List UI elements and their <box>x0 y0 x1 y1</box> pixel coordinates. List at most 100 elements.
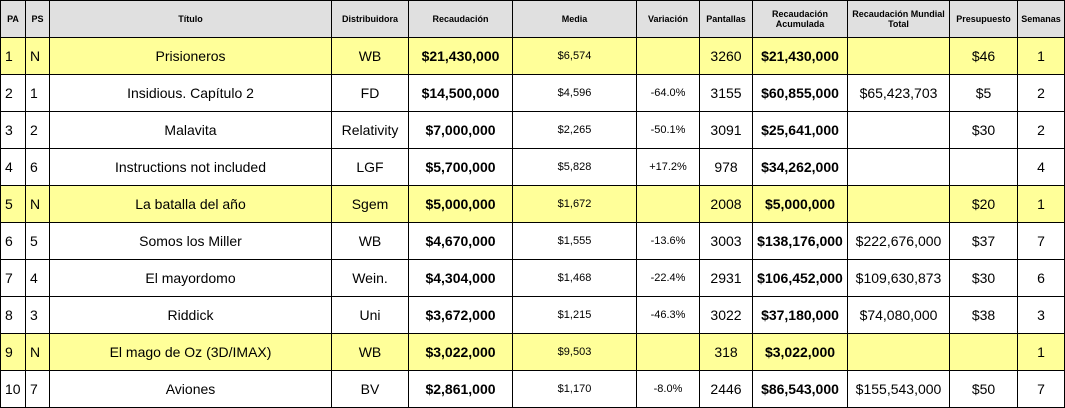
cell-acumulada: $37,180,000 <box>752 296 848 334</box>
cell-ps: 1 <box>25 74 50 112</box>
cell-mundial <box>847 37 950 75</box>
cell-distribuidora: Relativity <box>331 111 409 149</box>
cell-media: $5,828 <box>512 148 637 186</box>
cell-semanas: 6 <box>1017 259 1065 297</box>
cell-titulo: Prisioneros <box>49 37 332 75</box>
cell-mundial <box>847 148 950 186</box>
cell-media: $9,503 <box>512 333 637 371</box>
cell-variacion: -46.3% <box>636 296 700 334</box>
cell-ps: N <box>25 185 50 223</box>
header-pa: PA <box>0 0 26 38</box>
cell-pa: 8 <box>0 296 26 334</box>
cell-titulo: El mago de Oz (3D/IMAX) <box>49 333 332 371</box>
cell-semanas: 4 <box>1017 148 1065 186</box>
cell-distribuidora: Wein. <box>331 259 409 297</box>
cell-pantallas: 2931 <box>699 259 753 297</box>
cell-mundial <box>847 185 950 223</box>
header-acumulada: Recaudación Acumulada <box>752 0 848 38</box>
cell-pa: 1 <box>0 37 26 75</box>
cell-distribuidora: FD <box>331 74 409 112</box>
cell-distribuidora: WB <box>331 333 409 371</box>
cell-pantallas: 3155 <box>699 74 753 112</box>
cell-pantallas: 3091 <box>699 111 753 149</box>
cell-ps: 3 <box>25 296 50 334</box>
cell-media: $6,574 <box>512 37 637 75</box>
cell-acumulada: $21,430,000 <box>752 37 848 75</box>
cell-presupuesto: $30 <box>949 111 1018 149</box>
table-row: 2 1 Insidious. Capítulo 2 FD $14,500,000… <box>0 74 1065 112</box>
cell-distribuidora: Sgem <box>331 185 409 223</box>
cell-pantallas: 318 <box>699 333 753 371</box>
cell-mundial: $65,423,703 <box>847 74 950 112</box>
cell-titulo: Riddick <box>49 296 332 334</box>
table-row: 8 3 Riddick Uni $3,672,000 $1,215 -46.3%… <box>0 296 1065 334</box>
cell-acumulada: $25,641,000 <box>752 111 848 149</box>
header-semanas: Semanas <box>1017 0 1065 38</box>
cell-acumulada: $106,452,000 <box>752 259 848 297</box>
cell-recaudacion: $7,000,000 <box>408 111 513 149</box>
cell-pantallas: 3260 <box>699 37 753 75</box>
cell-pa: 2 <box>0 74 26 112</box>
cell-acumulada: $60,855,000 <box>752 74 848 112</box>
cell-pantallas: 2008 <box>699 185 753 223</box>
cell-mundial: $155,543,000 <box>847 370 950 408</box>
cell-distribuidora: Uni <box>331 296 409 334</box>
cell-distribuidora: LGF <box>331 148 409 186</box>
cell-recaudacion: $3,672,000 <box>408 296 513 334</box>
cell-recaudacion: $5,700,000 <box>408 148 513 186</box>
table-row: 9 N El mago de Oz (3D/IMAX) WB $3,022,00… <box>0 333 1065 371</box>
cell-acumulada: $86,543,000 <box>752 370 848 408</box>
cell-presupuesto: $30 <box>949 259 1018 297</box>
cell-distribuidora: BV <box>331 370 409 408</box>
cell-semanas: 1 <box>1017 333 1065 371</box>
cell-ps: 4 <box>25 259 50 297</box>
cell-ps: 6 <box>25 148 50 186</box>
cell-ps: 7 <box>25 370 50 408</box>
cell-mundial: $222,676,000 <box>847 222 950 260</box>
cell-mundial <box>847 111 950 149</box>
cell-pantallas: 3003 <box>699 222 753 260</box>
cell-titulo: El mayordomo <box>49 259 332 297</box>
cell-ps: N <box>25 37 50 75</box>
cell-mundial: $109,630,873 <box>847 259 950 297</box>
cell-pantallas: 2446 <box>699 370 753 408</box>
cell-variacion: -64.0% <box>636 74 700 112</box>
cell-ps: 2 <box>25 111 50 149</box>
cell-semanas: 7 <box>1017 370 1065 408</box>
cell-acumulada: $138,176,000 <box>752 222 848 260</box>
cell-presupuesto: $37 <box>949 222 1018 260</box>
cell-recaudacion: $4,304,000 <box>408 259 513 297</box>
cell-titulo: Aviones <box>49 370 332 408</box>
cell-mundial: $74,080,000 <box>847 296 950 334</box>
cell-semanas: 7 <box>1017 222 1065 260</box>
cell-variacion <box>636 37 700 75</box>
cell-presupuesto: $46 <box>949 37 1018 75</box>
cell-pa: 3 <box>0 111 26 149</box>
table-row: 7 4 El mayordomo Wein. $4,304,000 $1,468… <box>0 259 1065 297</box>
cell-pa: 9 <box>0 333 26 371</box>
cell-acumulada: $3,022,000 <box>752 333 848 371</box>
cell-semanas: 2 <box>1017 74 1065 112</box>
header-row: PA PS Título Distribuidora Recaudación M… <box>0 0 1065 38</box>
cell-pantallas: 978 <box>699 148 753 186</box>
cell-variacion: +17.2% <box>636 148 700 186</box>
cell-distribuidora: WB <box>331 37 409 75</box>
cell-variacion: -13.6% <box>636 222 700 260</box>
header-ps: PS <box>25 0 50 38</box>
cell-presupuesto: $20 <box>949 185 1018 223</box>
cell-recaudacion: $5,000,000 <box>408 185 513 223</box>
cell-ps: N <box>25 333 50 371</box>
cell-variacion <box>636 333 700 371</box>
cell-semanas: 2 <box>1017 111 1065 149</box>
cell-variacion: -22.4% <box>636 259 700 297</box>
header-distribuidora: Distribuidora <box>331 0 409 38</box>
cell-pa: 5 <box>0 185 26 223</box>
cell-ps: 5 <box>25 222 50 260</box>
cell-acumulada: $5,000,000 <box>752 185 848 223</box>
cell-presupuesto <box>949 148 1018 186</box>
cell-titulo: Insidious. Capítulo 2 <box>49 74 332 112</box>
header-variacion: Variación <box>636 0 700 38</box>
cell-titulo: Somos los Miller <box>49 222 332 260</box>
cell-mundial <box>847 333 950 371</box>
cell-pantallas: 3022 <box>699 296 753 334</box>
